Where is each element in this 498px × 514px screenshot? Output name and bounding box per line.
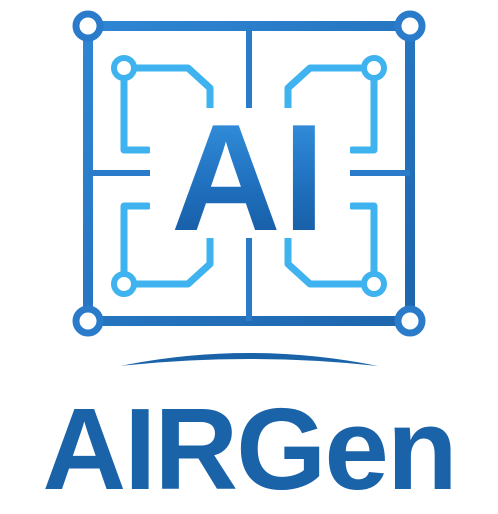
emblem-text: AI [171, 93, 327, 263]
emblem-center-panel [150, 108, 350, 238]
trace-node-icon [361, 55, 387, 81]
corner-node-icons [72, 10, 426, 337]
corner-node-icon [394, 305, 426, 337]
swoosh-accent [120, 353, 378, 366]
corner-node-icon [72, 10, 104, 42]
brand-name: AIRGen [42, 384, 457, 514]
trace-node-icon [361, 271, 387, 297]
corner-node-icon [72, 305, 104, 337]
trace-node-icon [111, 55, 137, 81]
corner-node-icon [394, 10, 426, 42]
trace-node-icons [111, 55, 387, 297]
circuit-traces [120, 64, 378, 288]
trace-node-icon [111, 271, 137, 297]
